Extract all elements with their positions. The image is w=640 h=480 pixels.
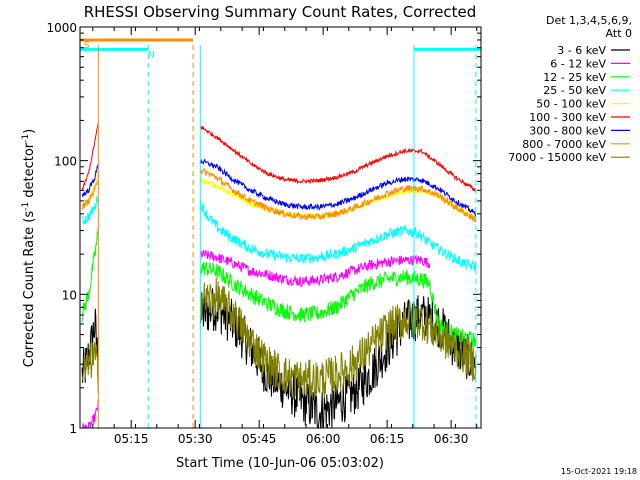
y-tick-label: 100 bbox=[54, 155, 77, 169]
series-line bbox=[81, 180, 99, 210]
series-line bbox=[81, 342, 99, 394]
flag-label: S bbox=[84, 41, 90, 51]
x-tick-label: 06:30 bbox=[434, 432, 469, 446]
plot-frame bbox=[79, 26, 482, 429]
y-tick-label: 1000 bbox=[46, 21, 77, 35]
series-line bbox=[199, 249, 431, 288]
series-line bbox=[199, 158, 477, 217]
series-line bbox=[81, 164, 99, 198]
x-tick-label: 05:45 bbox=[242, 432, 277, 446]
y-axis-label: Corrected Count Rate (s-1 detector-1) bbox=[21, 129, 37, 367]
series-line bbox=[199, 277, 477, 400]
legend-label: 12 - 25 keV bbox=[543, 71, 606, 84]
legend-label: 3 - 6 keV bbox=[557, 44, 606, 57]
series-line bbox=[199, 177, 477, 221]
legend-label: 7000 - 15000 keV bbox=[508, 151, 606, 164]
y-axis-label-main: Corrected Count Rate (s bbox=[22, 211, 37, 368]
x-axis-label: Start Time (10-Jun-06 05:03:02) bbox=[176, 456, 384, 471]
flag-label: N bbox=[148, 50, 155, 60]
series-line bbox=[81, 122, 99, 191]
x-tick-label: 06:15 bbox=[370, 432, 405, 446]
plot-area: S N 1 10 100 1000 05:15 05:30 05:45 06:00 06:15 06… bbox=[46, 21, 482, 446]
y-tick-label: 1 bbox=[69, 422, 77, 436]
legend-label: 25 - 50 keV bbox=[543, 84, 606, 97]
series-line bbox=[199, 288, 477, 428]
y-axis-label-end: ) bbox=[22, 129, 37, 134]
series-line bbox=[82, 195, 99, 225]
y-tick-label: 10 bbox=[62, 288, 77, 302]
y-axis-label-sup2: -1 bbox=[21, 134, 31, 143]
legend-label: 100 - 300 keV bbox=[529, 111, 606, 124]
legend-label: 50 - 100 keV bbox=[536, 98, 606, 111]
timestamp: 15-Oct-2021 19:18 bbox=[561, 467, 637, 476]
legend-label: 300 - 800 keV bbox=[529, 124, 606, 137]
y-axis-label-sup1: -1 bbox=[21, 202, 31, 211]
x-tick-label: 05:15 bbox=[114, 432, 149, 446]
series-line bbox=[81, 225, 99, 323]
svg-text:Corrected Count Rate (s-1 dete: Corrected Count Rate (s-1 detector-1) bbox=[21, 129, 37, 367]
legend-header-line1: Det 1,3,4,5,6,9, bbox=[546, 14, 632, 27]
legend-label: 800 - 7000 keV bbox=[522, 138, 606, 151]
y-axis-label-mid: detector bbox=[22, 142, 37, 202]
series-line bbox=[199, 125, 477, 193]
series-line bbox=[82, 399, 99, 428]
legend-label: 6 - 12 keV bbox=[550, 57, 606, 70]
x-tick-label: 05:30 bbox=[178, 432, 213, 446]
legend-header-line2: Att 0 bbox=[606, 27, 632, 40]
x-tick-label: 06:00 bbox=[306, 432, 341, 446]
chart-title: RHESSI Observing Summary Count Rates, Co… bbox=[84, 3, 477, 21]
series-line bbox=[81, 171, 99, 209]
series-line bbox=[199, 168, 477, 223]
series-line bbox=[200, 200, 477, 272]
series-line bbox=[199, 261, 477, 348]
